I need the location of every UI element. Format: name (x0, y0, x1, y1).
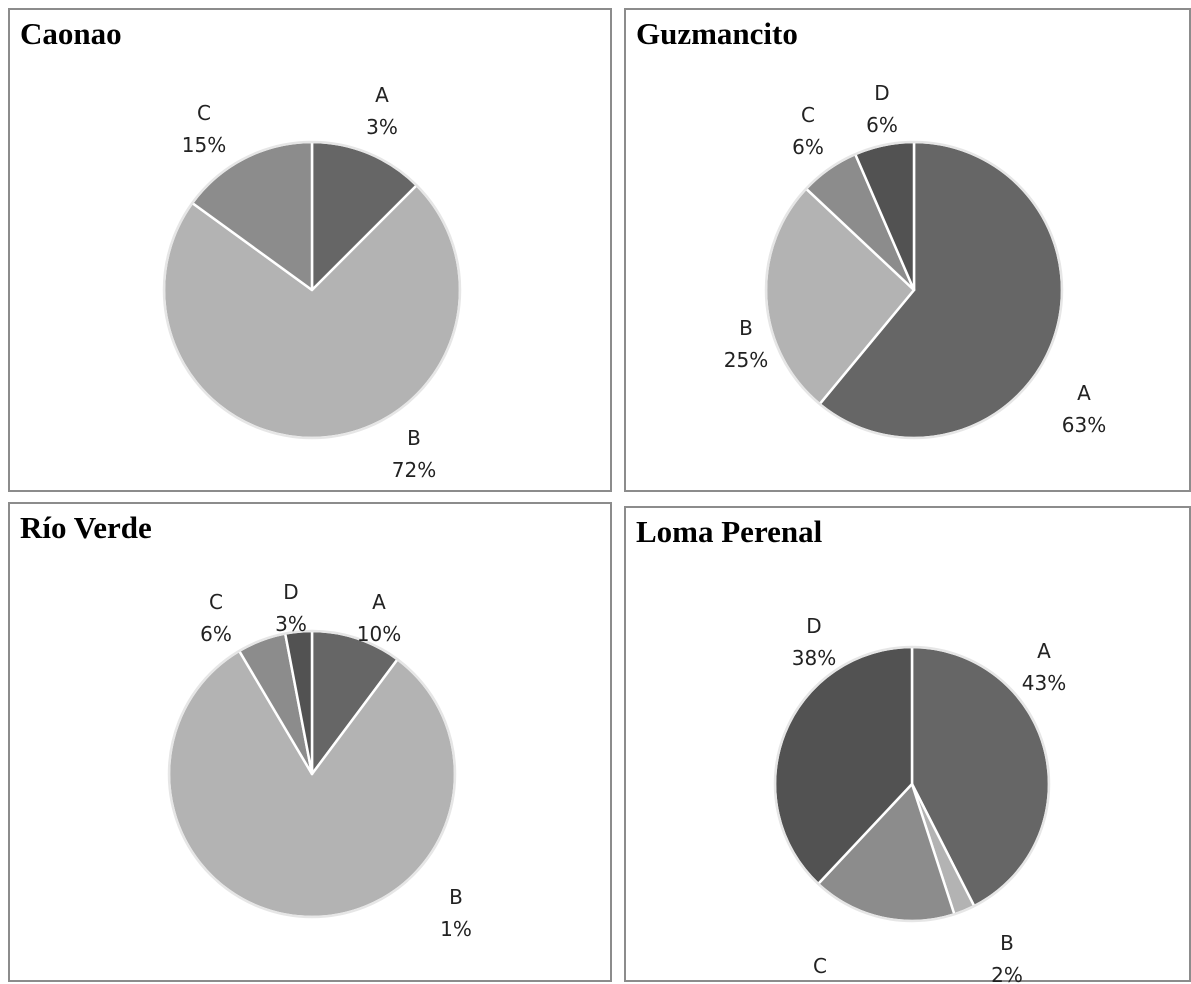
slice-percent-label: 1% (440, 917, 472, 941)
slice-percent-label: 2% (991, 963, 1023, 984)
chart-panel-loma-perenal: Loma Perenal A43%B2%C17%D38% (624, 506, 1191, 984)
chart-title: Guzmancito (636, 16, 798, 51)
slice-category-label: B (449, 885, 463, 909)
slice-percent-label: 63% (1062, 413, 1106, 437)
pie-chart-guzmancito: A 63% B 25% C 6% D 6% (724, 81, 1106, 440)
pie-outline (764, 140, 1064, 440)
pie-chart-caonao: A 3% B 72% C 15% (162, 83, 462, 482)
slice-category-label: A (372, 590, 386, 614)
chart-title: Río Verde (20, 510, 152, 545)
slice-percent-label: 6% (866, 113, 898, 137)
slice-category-label: D (283, 580, 298, 604)
slice-percent-label: 43% (1022, 671, 1066, 695)
slice-category-label: C (197, 101, 211, 125)
slice-category-label: D (874, 81, 889, 105)
slice-category-label: A (375, 83, 389, 107)
chart-title: Caonao (20, 16, 122, 51)
chart-panel-guzmancito: Guzmancito A 63% B 25% C 6% D 6% (624, 8, 1191, 492)
slice-percent-label: 15% (182, 133, 226, 157)
pie-outline (773, 645, 1051, 923)
pie-outline (167, 629, 457, 919)
slice-category-label: B (407, 426, 421, 450)
slice-category-label: D (806, 614, 821, 638)
slice-percent-label: 10% (357, 622, 401, 646)
slice-category-label: C (813, 954, 827, 978)
slice-percent-label: 3% (366, 115, 398, 139)
slice-percent-label: 25% (724, 348, 768, 372)
slice-percent-label: 72% (392, 458, 436, 482)
slice-percent-label: 38% (792, 646, 836, 670)
slice-category-label: A (1077, 381, 1091, 405)
slice-category-label: C (209, 590, 223, 614)
slice-category-label: C (801, 103, 815, 127)
chart-panel-caonao: Caonao A 3% B 72% C 15% (8, 8, 612, 492)
pie-outline (162, 140, 462, 440)
slice-percent-label: 6% (792, 135, 824, 159)
chart-title: Loma Perenal (636, 514, 823, 549)
pie-chart-rio-verde: A 10% B 1% C 6% D 3% (167, 580, 472, 941)
chart-panel-rio-verde: Río Verde A 10% B 1% C 6% D 3% (8, 502, 612, 982)
slice-percent-label: 6% (200, 622, 232, 646)
slice-category-label: A (1037, 639, 1051, 663)
slice-percent-label: 3% (275, 612, 307, 636)
slice-category-label: B (739, 316, 753, 340)
pie-chart-loma-perenal: A43%B2%C17%D38% (773, 614, 1066, 984)
slice-category-label: B (1000, 931, 1014, 955)
